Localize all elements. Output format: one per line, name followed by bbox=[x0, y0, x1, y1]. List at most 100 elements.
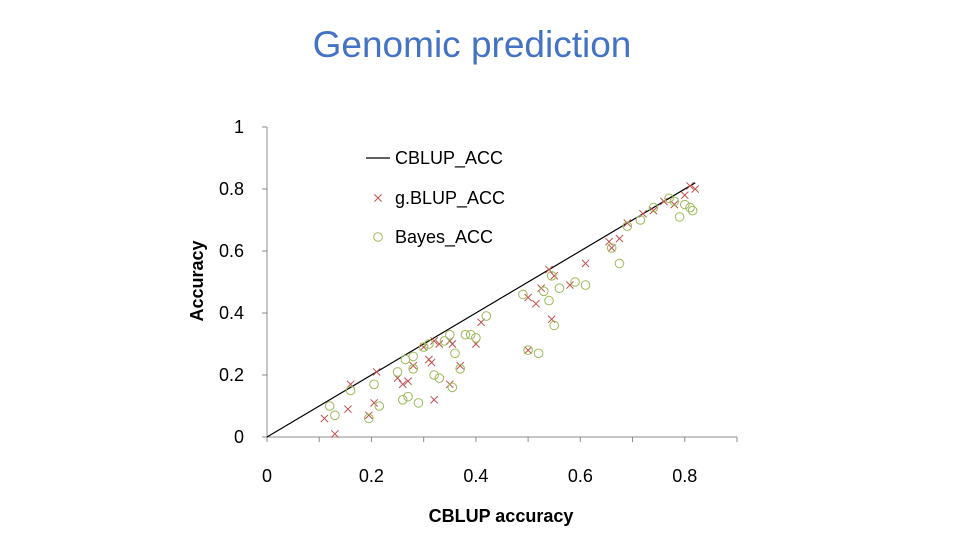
point-gblup bbox=[430, 336, 439, 345]
point-bayes bbox=[424, 339, 434, 349]
legend-swatch-x bbox=[374, 194, 382, 202]
point-gblup bbox=[448, 340, 457, 348]
point-bayes bbox=[439, 336, 450, 346]
point-gblup bbox=[456, 361, 465, 370]
y-tick-label: 0.6 bbox=[219, 241, 244, 261]
point-gblup bbox=[419, 343, 428, 352]
series-line-cblup bbox=[266, 182, 696, 438]
point-gblup bbox=[370, 398, 379, 407]
point-gblup bbox=[649, 206, 658, 215]
point-bayes bbox=[669, 196, 680, 207]
x-tick-label: 0.6 bbox=[568, 466, 593, 486]
point-gblup bbox=[581, 259, 590, 268]
point-bayes bbox=[685, 202, 695, 213]
point-bayes bbox=[538, 286, 549, 297]
y-tick-label: 1 bbox=[234, 117, 244, 137]
x-tick-label: 0.4 bbox=[463, 466, 488, 486]
point-gblup bbox=[430, 395, 439, 404]
point-gblup bbox=[330, 429, 339, 438]
point-bayes bbox=[533, 348, 544, 359]
point-gblup bbox=[343, 405, 352, 414]
point-gblup bbox=[691, 185, 700, 193]
point-gblup bbox=[409, 361, 418, 370]
point-bayes bbox=[481, 311, 492, 321]
point-bayes bbox=[606, 243, 617, 253]
point-bayes bbox=[549, 320, 560, 331]
point-bayes bbox=[635, 215, 646, 225]
y-axis-title: Accuracy bbox=[187, 240, 207, 321]
point-bayes bbox=[664, 193, 674, 204]
point-bayes bbox=[570, 277, 580, 287]
point-gblup bbox=[531, 299, 540, 308]
point-gblup bbox=[607, 243, 616, 252]
point-bayes bbox=[392, 367, 403, 377]
point-gblup bbox=[404, 377, 412, 386]
point-bayes bbox=[364, 413, 374, 424]
point-gblup bbox=[686, 181, 694, 190]
point-bayes bbox=[460, 329, 471, 340]
point-bayes bbox=[465, 329, 476, 340]
point-bayes bbox=[674, 212, 685, 222]
point-bayes bbox=[413, 398, 424, 408]
point-gblup bbox=[435, 340, 444, 348]
point-bayes bbox=[400, 354, 411, 365]
point-gblup bbox=[659, 197, 668, 206]
legend-label: CBLUP_ACC bbox=[395, 148, 503, 169]
point-bayes bbox=[544, 295, 554, 306]
point-gblup bbox=[320, 414, 329, 423]
y-tick-label: 0.8 bbox=[219, 179, 244, 199]
point-bayes bbox=[444, 329, 455, 340]
legend: CBLUP_ACC g.BLUP_ACC Bayes_ACC bbox=[366, 148, 505, 248]
point-bayes bbox=[523, 345, 533, 356]
point-bayes bbox=[403, 391, 413, 402]
point-bayes bbox=[374, 401, 385, 411]
point-bayes bbox=[614, 258, 625, 269]
point-bayes bbox=[429, 370, 439, 380]
x-tick-label: 0.2 bbox=[359, 466, 384, 486]
plot-area bbox=[266, 181, 700, 438]
point-gblup bbox=[524, 346, 533, 355]
legend-swatch-circle bbox=[373, 232, 383, 242]
point-bayes bbox=[455, 364, 466, 374]
point-bayes bbox=[369, 379, 379, 390]
point-bayes bbox=[397, 395, 408, 405]
point-bayes bbox=[471, 333, 481, 343]
point-bayes bbox=[324, 401, 335, 411]
point-gblup bbox=[427, 358, 436, 367]
point-bayes bbox=[546, 271, 557, 281]
point-bayes bbox=[418, 342, 429, 352]
point-gblup bbox=[550, 271, 559, 280]
point-bayes bbox=[330, 410, 340, 421]
point-bayes bbox=[434, 373, 445, 383]
point-gblup bbox=[623, 219, 632, 228]
point-bayes bbox=[345, 385, 356, 396]
point-bayes bbox=[518, 289, 528, 300]
point-gblup bbox=[680, 191, 689, 200]
y-tick-label: 0.2 bbox=[219, 365, 244, 385]
slide-title: Genomic prediction bbox=[312, 24, 632, 65]
point-bayes bbox=[679, 199, 690, 210]
point-bayes bbox=[447, 382, 458, 393]
x-tick-label: 0.8 bbox=[672, 466, 697, 486]
point-bayes bbox=[554, 283, 565, 294]
point-bayes bbox=[408, 364, 419, 374]
x-axis-title: CBLUP accuracy bbox=[429, 506, 574, 526]
point-gblup bbox=[372, 367, 381, 376]
point-gblup bbox=[364, 411, 373, 420]
y-tick-label: 0 bbox=[234, 427, 244, 447]
x-tick-label: 0 bbox=[262, 466, 272, 486]
point-gblup bbox=[565, 281, 574, 290]
legend-label: Bayes_ACC bbox=[395, 227, 493, 248]
point-bayes bbox=[450, 348, 460, 359]
point-gblup bbox=[524, 293, 533, 302]
point-gblup bbox=[398, 380, 407, 389]
point-bayes bbox=[648, 202, 659, 213]
legend-label: g.BLUP_ACC bbox=[395, 188, 505, 209]
axes: 0 0.2 0.4 0.6 0.8 1 0 0.2 0.4 0.6 0.8 bbox=[219, 117, 738, 486]
point-bayes bbox=[408, 351, 419, 362]
y-tick-label: 0.4 bbox=[219, 303, 244, 323]
point-bayes bbox=[622, 221, 633, 231]
point-gblup bbox=[615, 234, 624, 243]
point-bayes bbox=[580, 280, 591, 290]
